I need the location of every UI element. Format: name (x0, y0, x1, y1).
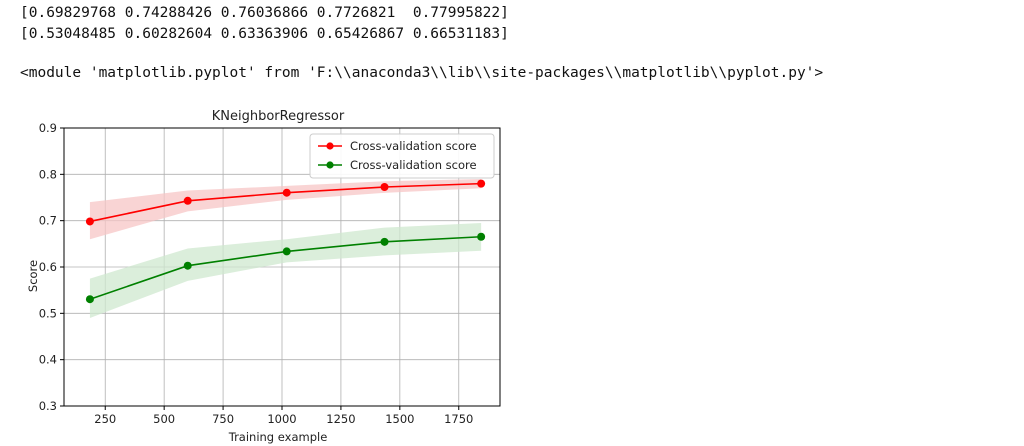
chart-title: KNeighborRegressor (212, 109, 345, 124)
test-score-point (477, 232, 486, 241)
train-score-band (89, 178, 482, 240)
legend-box (309, 133, 495, 179)
y-tick-label: 0.7 (39, 214, 57, 228)
train-scores-array-text: [0.69829768 0.74288426 0.76036866 0.7726… (20, 5, 509, 21)
y-tick-label: 0.8 (39, 167, 57, 181)
test-score-point (282, 247, 291, 256)
y-tick-label: 0.5 (39, 306, 57, 320)
test-score-point (85, 295, 94, 304)
y-tick-label: 0.4 (39, 353, 57, 367)
test-score-point (380, 237, 389, 246)
train-score-point (183, 196, 192, 205)
legend-test-label: Cross-validation score (350, 158, 477, 172)
x-tick-label: 750 (212, 412, 234, 426)
x-tick-label: 1750 (444, 412, 473, 426)
legend-train-marker (326, 142, 334, 150)
y-tick-label: 0.6 (39, 260, 57, 274)
train-score-point (282, 188, 291, 197)
axis-ticks: 250 500 750 1000 1250 1500 1750 0.3 0.4 0.5 0.6 0.7… (39, 121, 474, 426)
train-score-point (380, 182, 389, 191)
x-tick-label: 1000 (267, 412, 296, 426)
x-axis-label: Training example (228, 430, 328, 444)
y-tick-label: 0.3 (39, 399, 57, 413)
train-score-point (477, 179, 486, 188)
x-tick-label: 1500 (385, 412, 414, 426)
train-score-point (85, 217, 94, 226)
y-axis-label: Score (26, 260, 40, 292)
y-tick-label: 0.9 (39, 121, 57, 135)
legend-test-marker (326, 161, 334, 169)
test-scores-array-text: [0.53048485 0.60282604 0.63363906 0.6542… (20, 26, 509, 42)
learning-curve-chart: KNeighborRegressor 250 500 750 1000 1250 1500… (26, 109, 501, 444)
legend-train-label: Cross-validation score (350, 139, 477, 153)
test-score-band (89, 222, 482, 318)
test-score-point (183, 261, 192, 270)
module-repr-text: <module 'matplotlib.pyplot' from 'F:\\an… (20, 65, 824, 81)
confidence-bands (89, 178, 482, 318)
chart-legend: Cross-validation score Cross-validation s… (309, 133, 495, 179)
series-points (85, 179, 486, 304)
x-tick-label: 250 (94, 412, 116, 426)
x-tick-label: 1250 (326, 412, 355, 426)
x-tick-label: 500 (153, 412, 175, 426)
